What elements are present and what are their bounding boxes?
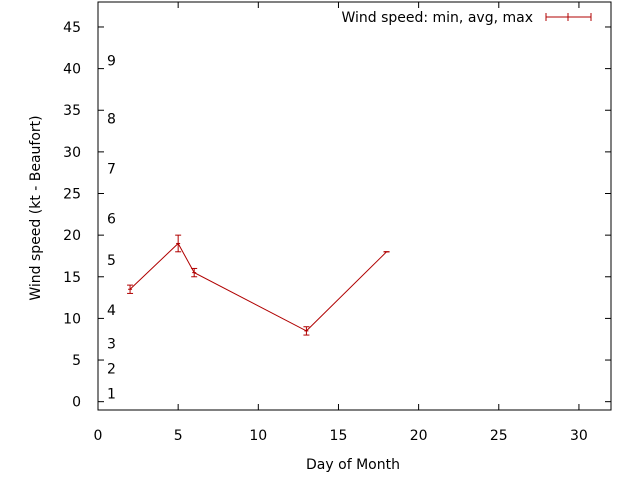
x-tick-label: 20 bbox=[410, 428, 428, 444]
beaufort-label: 1 bbox=[107, 386, 116, 402]
y-tick-label: 10 bbox=[63, 311, 81, 327]
x-axis-label: Day of Month bbox=[306, 457, 400, 473]
data-point bbox=[127, 284, 134, 294]
x-tick-label: 5 bbox=[174, 428, 183, 444]
beaufort-label: 8 bbox=[107, 112, 116, 128]
y-tick-label: 40 bbox=[63, 62, 81, 78]
beaufort-label: 7 bbox=[107, 162, 116, 178]
x-tick-label: 15 bbox=[330, 428, 348, 444]
beaufort-label: 5 bbox=[107, 253, 116, 269]
series-line bbox=[129, 242, 387, 332]
beaufort-label: 3 bbox=[107, 336, 116, 352]
y-tick-label: 25 bbox=[63, 187, 81, 203]
y-tick-label: 45 bbox=[63, 20, 81, 36]
beaufort-label: 6 bbox=[107, 211, 116, 227]
x-tick-label: 0 bbox=[94, 428, 103, 444]
y-tick-label: 5 bbox=[72, 353, 81, 369]
y-tick-label: 15 bbox=[63, 270, 81, 286]
data-point bbox=[191, 267, 198, 278]
y-tick-label: 0 bbox=[72, 395, 81, 411]
legend-label: Wind speed: min, avg, max bbox=[341, 10, 533, 26]
beaufort-label: 9 bbox=[107, 53, 116, 69]
y-tick-label: 35 bbox=[63, 103, 81, 119]
beaufort-label: 4 bbox=[107, 303, 116, 319]
x-tick-label: 30 bbox=[570, 428, 588, 444]
plot-frame bbox=[97, 1, 612, 411]
data-point bbox=[303, 326, 310, 336]
x-tick-label: 25 bbox=[490, 428, 508, 444]
y-tick-label: 20 bbox=[63, 228, 81, 244]
y-tick-label: 30 bbox=[63, 145, 81, 161]
y-axis-label: Wind speed (kt - Beaufort) bbox=[28, 115, 44, 300]
legend: Wind speed: min, avg, max bbox=[341, 10, 592, 26]
beaufort-label: 2 bbox=[107, 361, 116, 377]
data-point bbox=[175, 234, 182, 253]
x-tick-label: 10 bbox=[249, 428, 267, 444]
